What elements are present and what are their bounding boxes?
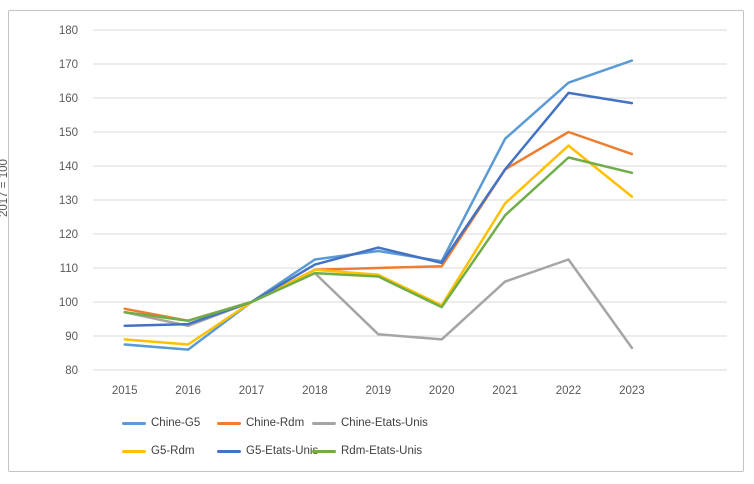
x-tick-label: 2020 [429,385,455,397]
legend-label: Chine-Rdm [246,417,305,429]
legend-swatch-rdm-etats-unis [312,449,336,454]
y-tick-label: 90 [65,331,78,343]
y-tick-label: 180 [59,25,78,37]
x-tick-label: 2022 [556,385,582,397]
legend-swatch-chine-g5 [122,421,146,426]
series-line-rdm-etats-unis [123,156,634,322]
x-tick-label: 2023 [619,385,645,397]
x-tick-label: 2015 [112,385,138,397]
y-tick-label: 150 [59,127,78,139]
x-tick-label: 2019 [366,385,392,397]
y-tick-label: 130 [59,195,78,207]
legend-swatch-g5-rdm [122,449,146,454]
legend-item-chine-rdm: Chine-Rdm [217,416,304,431]
legend-item-rdm-etats-unis: Rdm-Etats-Unis [312,444,422,459]
y-tick-label: 110 [60,263,78,275]
legend-item-g5-rdm: G5-Rdm [122,444,194,459]
y-tick-label: 160 [59,93,78,105]
legend-item-g5-etats-unis: G5-Etats-Unis [217,444,318,459]
series-line-g5-rdm [123,144,634,346]
legend-label: Chine-G5 [151,417,201,429]
legend-label: G5-Etats-Unis [246,445,319,457]
series-line-chine-rdm [123,130,634,322]
y-tick-label: 120 [59,229,78,241]
legend-label: G5-Rdm [151,445,195,457]
x-tick-label: 2017 [239,385,265,397]
legend-item-chine-g5: Chine-G5 [122,416,200,431]
x-tick-label: 2016 [175,385,201,397]
y-tick-label: 80 [65,365,78,377]
series-line-g5-etats-unis [123,91,634,328]
legend-label: Chine-Etats-Unis [341,417,428,429]
x-tick-label: 2021 [492,385,518,397]
legend-swatch-chine-rdm [217,421,241,426]
series-line-chine-g5 [123,59,634,351]
legend-swatch-g5-etats-unis [217,449,241,454]
y-tick-label: 100 [59,297,78,309]
x-tick-label: 2018 [302,385,328,397]
legend-swatch-chine-etats-unis [312,421,336,426]
y-tick-label: 170 [59,59,78,71]
legend-label: Rdm-Etats-Unis [341,445,423,457]
y-axis-title: 2017 = 100 [0,159,10,217]
legend-item-chine-etats-unis: Chine-Etats-Unis [312,416,428,431]
y-tick-label: 140 [59,161,78,173]
chart-frame [8,10,744,472]
